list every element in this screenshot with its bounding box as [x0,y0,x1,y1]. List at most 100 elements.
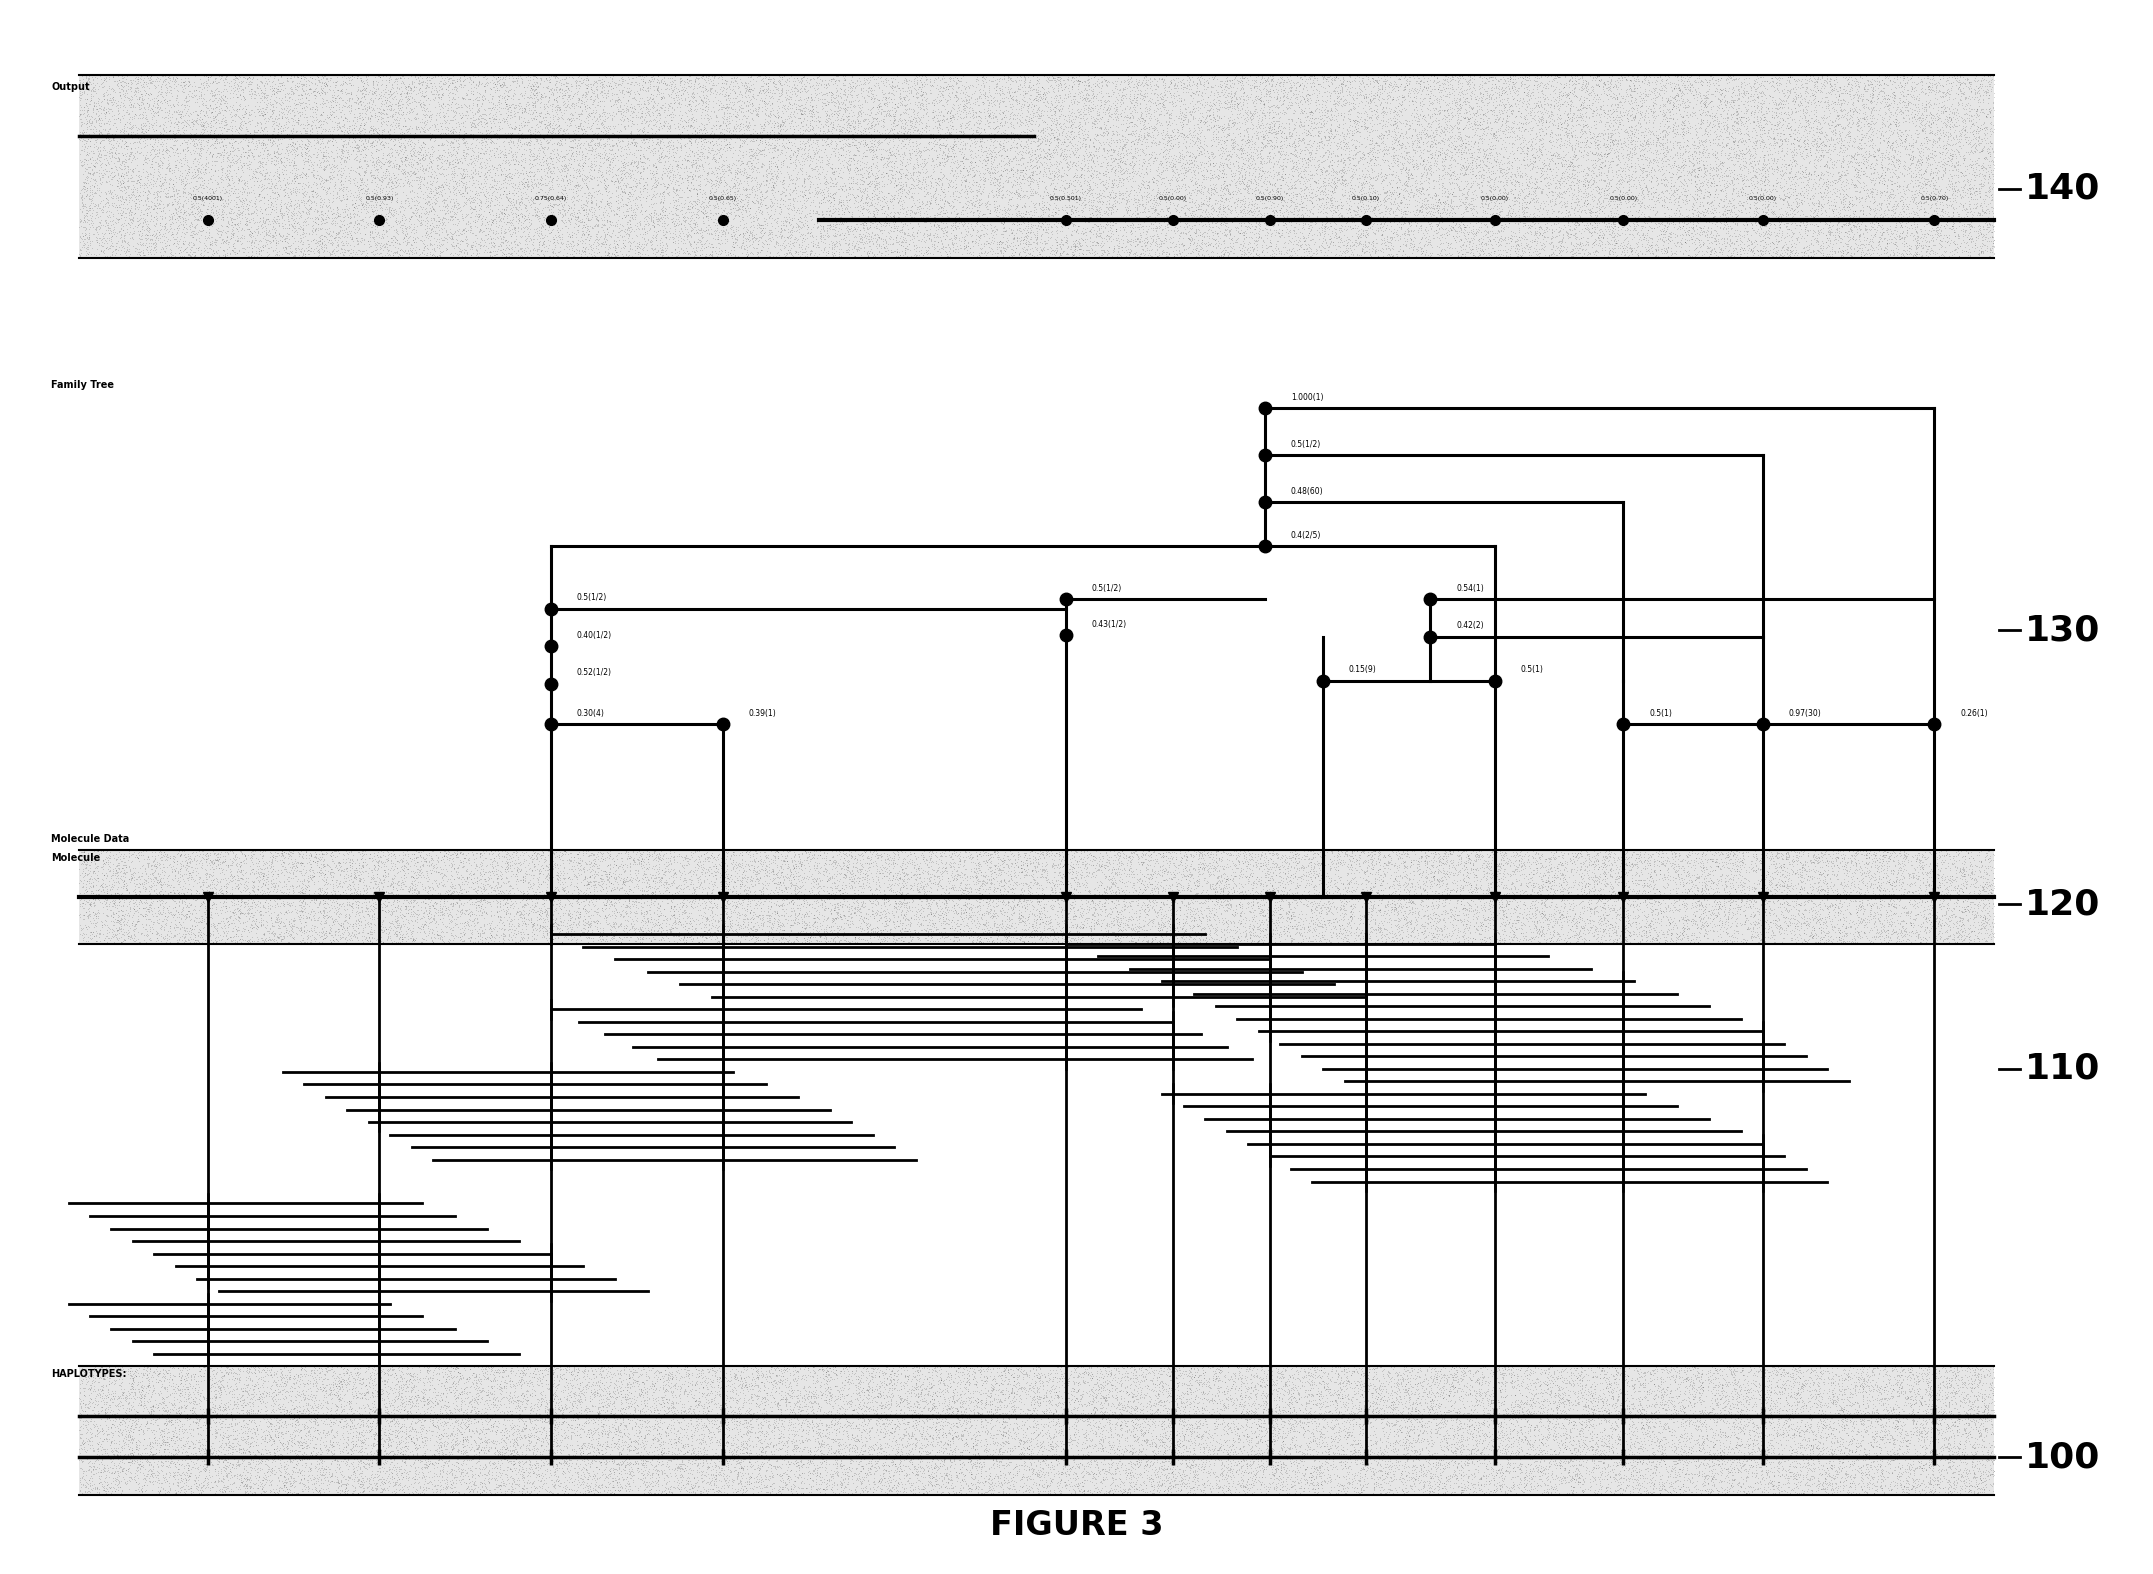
Point [975,878,1010,903]
Point [792,927,827,952]
Point [921,192,956,217]
Point [1483,883,1518,908]
Point [1389,121,1423,146]
Point [185,837,220,863]
Point [870,192,904,217]
Point [700,170,734,195]
Point [1040,1410,1074,1435]
Point [1692,72,1727,98]
Point [1718,869,1753,894]
Point [1608,1368,1643,1393]
Point [1826,878,1860,903]
Point [329,850,364,875]
Point [1518,154,1552,179]
Point [101,91,136,116]
Point [157,1429,192,1454]
Point [357,853,392,878]
Point [435,1431,469,1456]
Point [1798,921,1832,946]
Point [530,1421,564,1447]
Point [200,847,235,872]
Point [980,145,1014,170]
Point [1595,131,1630,156]
Point [924,1366,958,1391]
Point [280,1368,314,1393]
Point [1395,1395,1430,1420]
Point [1369,916,1404,941]
Point [633,1365,667,1390]
Point [1830,1440,1864,1465]
Point [263,1459,297,1484]
Point [1014,1429,1049,1454]
Point [314,206,349,231]
Point [1748,1442,1783,1467]
Point [844,1374,878,1399]
Point [1008,63,1042,88]
Point [590,132,624,157]
Point [230,228,265,253]
Point [564,101,599,126]
Point [605,164,639,189]
Point [1234,220,1268,246]
Point [1096,1435,1130,1461]
Point [237,1374,271,1399]
Point [1021,203,1055,228]
Point [1393,855,1427,880]
Point [1145,241,1180,266]
Point [1776,120,1811,145]
Point [635,107,670,132]
Point [1350,235,1384,260]
Point [1514,68,1548,93]
Point [1139,98,1173,123]
Point [1447,1363,1481,1388]
Point [635,1421,670,1447]
Point [420,903,454,929]
Point [1212,63,1247,88]
Point [893,1435,928,1461]
Point [788,1385,822,1410]
Point [480,1371,515,1396]
Point [1931,104,1966,129]
Point [1847,1435,1882,1461]
Point [1468,913,1503,938]
Point [1089,195,1124,220]
Point [1567,69,1602,94]
Point [545,1458,579,1483]
Point [928,189,962,214]
Point [1365,1458,1399,1483]
Point [390,142,424,167]
Point [713,1447,747,1472]
Point [870,120,904,145]
Point [1021,841,1055,866]
Point [400,1426,435,1451]
Point [1257,910,1292,935]
Point [566,913,601,938]
Point [258,1424,293,1450]
Point [1158,205,1193,230]
Point [646,83,680,109]
Point [1608,1362,1643,1387]
Point [1598,235,1632,260]
Point [1587,209,1621,235]
Point [876,206,911,231]
Point [1214,842,1249,867]
Point [1578,94,1613,120]
Point [366,116,400,142]
Point [1061,236,1096,261]
Point [710,203,745,228]
Point [1300,105,1335,131]
Point [1141,179,1176,205]
Point [1380,1360,1415,1385]
Point [538,145,573,170]
Point [1699,79,1733,104]
Point [820,1432,855,1458]
Point [661,1377,695,1402]
Point [997,899,1031,924]
Point [1593,216,1628,241]
Point [1036,1406,1070,1431]
Point [555,236,590,261]
Point [1802,109,1837,134]
Point [347,72,381,98]
Point [1819,1417,1854,1442]
Point [73,1470,108,1495]
